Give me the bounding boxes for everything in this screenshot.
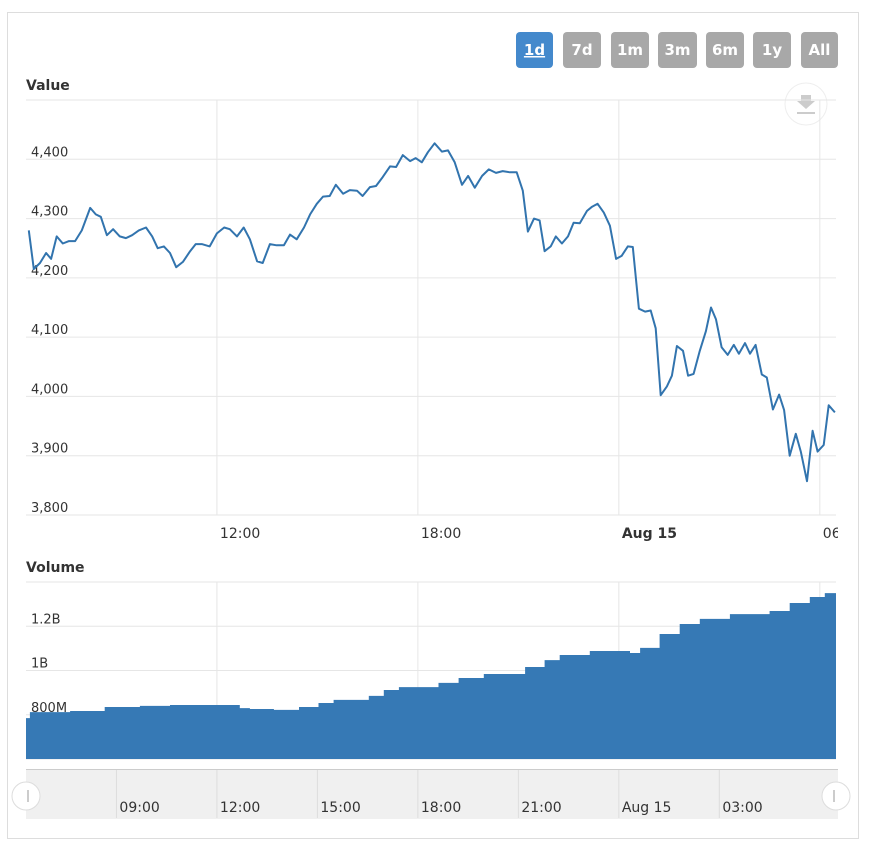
range-button-bg — [658, 32, 697, 68]
y-tick-label: 4,200 — [31, 264, 68, 279]
range-button[interactable]: 1y — [753, 32, 791, 68]
range-button-label: 1d — [524, 41, 545, 59]
y-tick-label: 4,000 — [31, 382, 68, 397]
range-button-label: 7d — [571, 41, 592, 59]
range-button-label: 6m — [712, 41, 738, 59]
navigator-tick-label: Aug 15 — [622, 800, 672, 816]
navigator-tick-label: 21:00 — [521, 800, 561, 816]
range-button[interactable]: 1m — [611, 32, 649, 68]
x-tick-label: 12:00 — [220, 526, 260, 542]
range-button[interactable]: 6m — [706, 32, 744, 68]
range-button[interactable]: All — [801, 32, 838, 68]
range-button[interactable]: 1d — [516, 32, 553, 68]
download-button[interactable] — [784, 82, 828, 126]
range-button[interactable]: 7d — [563, 32, 601, 68]
volume-title: Volume — [26, 560, 85, 576]
y-tick-label: 3,900 — [31, 442, 68, 457]
navigator[interactable] — [26, 769, 838, 819]
y-tick-label: 800M — [31, 701, 67, 716]
y-tick-label: 4,300 — [31, 205, 68, 220]
navigator-tick-label: 09:00 — [119, 800, 159, 816]
range-button[interactable]: 3m — [658, 32, 697, 68]
volume-area — [26, 593, 836, 759]
range-button-bg — [753, 32, 791, 68]
range-button-bg — [516, 32, 553, 68]
range-button-label: 1m — [617, 41, 643, 59]
y-tick-label: 1B — [31, 657, 48, 672]
navigator-handle[interactable] — [11, 781, 41, 811]
range-button-bg — [611, 32, 649, 68]
navigator-tick-label: 03:00 — [722, 800, 762, 816]
x-tick-label: 18:00 — [421, 526, 461, 542]
navigator-tick-label: 12:00 — [220, 800, 260, 816]
navigator-tick-label: 18:00 — [421, 800, 461, 816]
range-button-bg — [706, 32, 744, 68]
value-line — [27, 142, 836, 483]
x-tick-label: 06 — [823, 526, 841, 542]
range-button-bg — [801, 32, 838, 68]
range-button-label: 3m — [664, 41, 690, 59]
y-tick-label: 3,800 — [31, 501, 68, 516]
navigator-tick-label: 15:00 — [320, 800, 360, 816]
range-button-label: 1y — [762, 41, 782, 59]
y-tick-label: 4,100 — [31, 323, 68, 338]
y-tick-label: 1.2B — [31, 612, 61, 627]
x-tick-label: Aug 15 — [622, 526, 677, 542]
navigator-handle[interactable] — [821, 781, 851, 811]
range-button-label: All — [809, 41, 831, 59]
y-tick-label: 4,400 — [31, 145, 68, 160]
value-title: Value — [26, 78, 70, 94]
range-button-bg — [563, 32, 601, 68]
